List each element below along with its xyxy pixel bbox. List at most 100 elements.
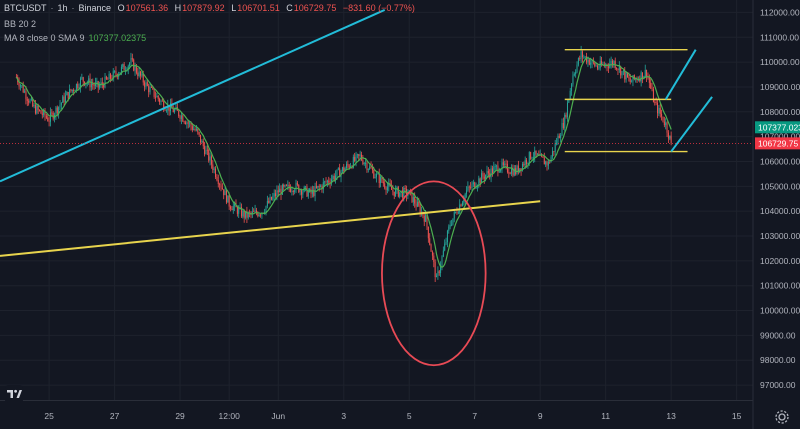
candle-body: [377, 173, 379, 175]
candle-body: [530, 152, 532, 159]
y-tick-label: 104000.00: [760, 206, 800, 216]
candle-body: [557, 135, 559, 144]
candle-body: [96, 81, 98, 83]
candle-body: [18, 82, 20, 87]
candle-body: [307, 191, 309, 197]
candle-body: [238, 208, 240, 214]
candle-body: [302, 191, 304, 195]
candle-body: [591, 59, 593, 63]
candle-body: [217, 180, 219, 185]
candle-body: [498, 171, 500, 173]
candle-body: [112, 71, 114, 80]
ma-line: [15, 56, 672, 268]
candle-body: [266, 201, 268, 207]
tradingview-logo-icon[interactable]: [5, 385, 23, 403]
candle-body: [535, 150, 537, 155]
candle-body: [558, 135, 560, 139]
candle-body: [670, 135, 672, 144]
candle-body: [219, 184, 221, 185]
candle-body: [617, 68, 619, 70]
ma-indicator-label[interactable]: MA 8 close 0 SMA 9 107377.02375: [4, 33, 147, 43]
change-value: −831.60 (−0.77%): [342, 3, 415, 13]
candle-body: [384, 183, 386, 188]
candle-body: [576, 64, 578, 72]
symbol-name[interactable]: BTCUSDT: [4, 3, 47, 13]
candle-body: [104, 76, 106, 88]
candle-body: [64, 95, 66, 103]
interval-label[interactable]: 1h: [57, 3, 68, 13]
candle-body: [391, 185, 393, 190]
candle-body: [536, 154, 538, 155]
candle-body: [620, 66, 622, 76]
settings-gear-icon[interactable]: [773, 408, 791, 426]
y-tick-label: 101000.00: [760, 281, 800, 291]
candle-body: [191, 126, 193, 130]
candle-body: [412, 197, 414, 203]
candle-body: [49, 112, 51, 122]
candle-body: [657, 102, 659, 114]
ma-value: 107377.02375: [88, 33, 147, 43]
candle-body: [546, 161, 548, 166]
candle-body: [517, 165, 519, 173]
candle-body: [164, 109, 166, 111]
candle-body: [485, 174, 487, 179]
candle-body: [215, 168, 217, 177]
candle-body: [502, 162, 504, 166]
candle-body: [295, 182, 297, 191]
candle-body: [254, 210, 256, 212]
candle-body: [228, 195, 230, 207]
candle-body: [129, 63, 131, 66]
candle-body: [531, 157, 533, 159]
candle-body: [632, 75, 634, 82]
candle-body: [553, 151, 555, 152]
candle-body: [138, 71, 140, 77]
candle-body: [105, 76, 107, 79]
candle-body: [624, 70, 626, 80]
candle-body: [230, 206, 232, 209]
candle-body: [213, 168, 215, 170]
candle-body: [524, 159, 526, 166]
candle-body: [216, 176, 218, 181]
candle-body: [261, 212, 263, 216]
candle-body: [461, 202, 463, 207]
candle-body: [317, 185, 319, 188]
candle-body: [572, 75, 574, 85]
candle-body: [236, 207, 238, 214]
candle-body: [343, 167, 345, 172]
candle-body: [633, 75, 635, 80]
candle-body: [36, 105, 38, 114]
candle-body: [521, 163, 523, 171]
candle-body: [655, 102, 657, 104]
candle-body: [202, 140, 204, 147]
candle-body: [24, 91, 26, 93]
trendline: [664, 49, 697, 100]
candle-body: [253, 211, 255, 213]
candle-body: [430, 244, 432, 252]
candle-body: [481, 173, 483, 183]
candle-body: [549, 161, 551, 163]
candle-body: [305, 186, 307, 188]
candle-body: [170, 103, 172, 112]
bb-indicator-label[interactable]: BB 20 2: [4, 19, 37, 29]
candle-body: [189, 122, 191, 124]
candle-body: [32, 99, 34, 107]
candle-body: [571, 84, 573, 91]
ma-price-tag: 107377.023: [758, 122, 800, 132]
candle-body: [186, 122, 188, 125]
candle-body: [145, 82, 147, 87]
candle-body: [62, 96, 64, 103]
candle-body: [527, 162, 529, 164]
candle-body: [642, 72, 644, 80]
candle-body: [631, 81, 633, 83]
candle-body: [367, 169, 369, 170]
candle-body: [595, 65, 597, 67]
candle-body: [494, 165, 496, 167]
candle-body: [74, 90, 76, 92]
candle-body: [491, 168, 493, 174]
candle-body: [33, 105, 35, 107]
candle-body: [185, 122, 187, 125]
candle-body: [115, 71, 117, 75]
candle-body: [416, 201, 418, 207]
candle-body: [433, 255, 435, 262]
